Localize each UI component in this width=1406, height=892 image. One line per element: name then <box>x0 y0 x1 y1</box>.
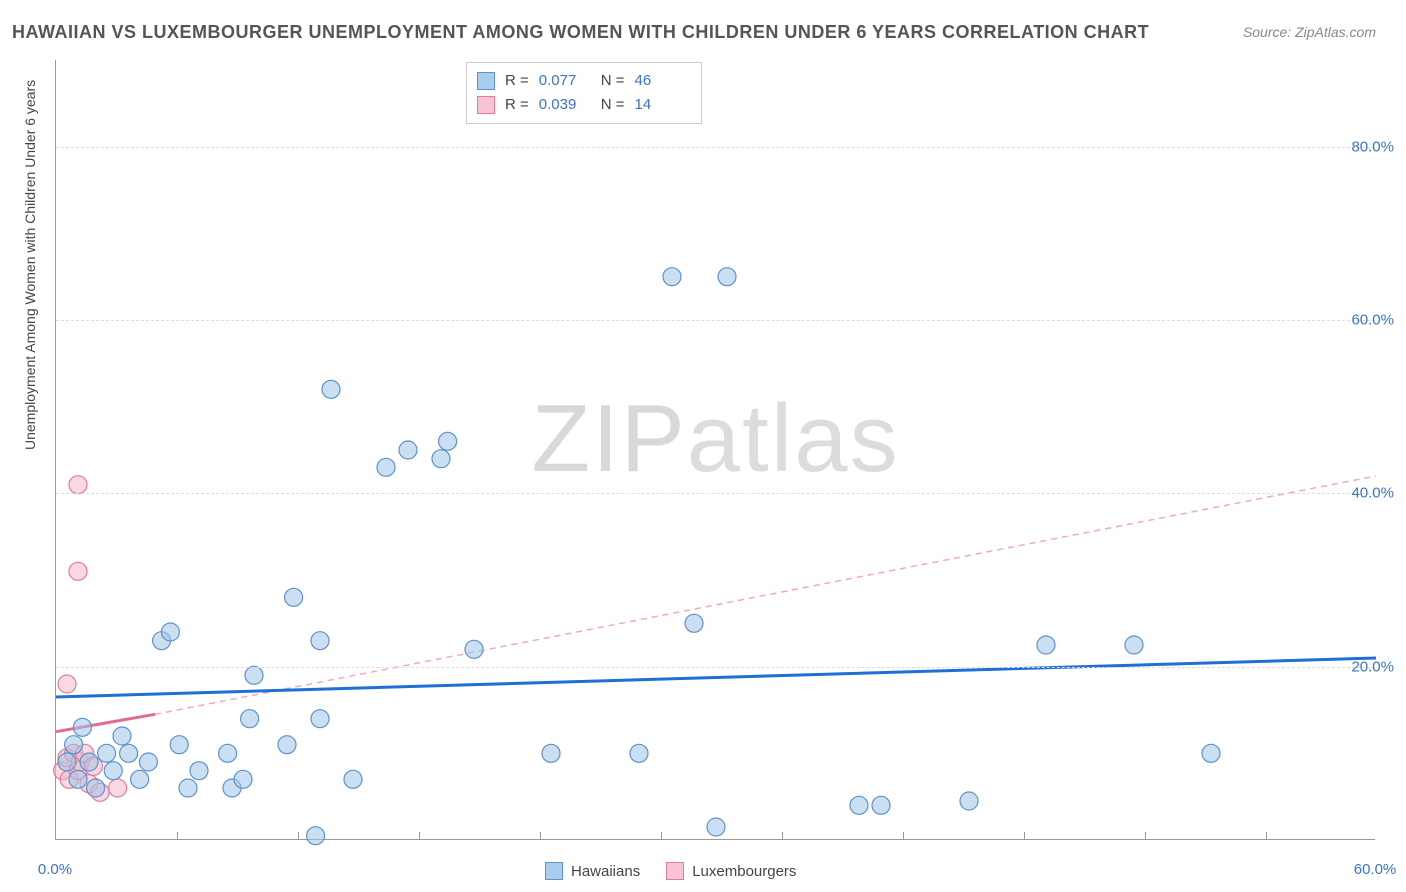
source-attribution: Source: ZipAtlas.com <box>1243 24 1376 40</box>
swatch-luxembourgers <box>666 862 684 880</box>
legend-item-luxembourgers: Luxembourgers <box>666 862 796 880</box>
series-legend: Hawaiians Luxembourgers <box>545 862 796 880</box>
r-value-hawaiians: 0.077 <box>539 69 591 93</box>
y-tick-label: 80.0% <box>1351 138 1394 155</box>
y-tick-label: 20.0% <box>1351 658 1394 675</box>
legend-label-luxembourgers: Luxembourgers <box>692 863 796 880</box>
legend-row-hawaiians: R = 0.077 N = 46 <box>477 69 687 93</box>
swatch-hawaiians <box>545 862 563 880</box>
legend-item-hawaiians: Hawaiians <box>545 862 640 880</box>
n-value-hawaiians: 46 <box>635 69 687 93</box>
source-value: ZipAtlas.com <box>1295 24 1376 40</box>
n-value-luxembourgers: 14 <box>635 93 687 117</box>
swatch-hawaiians <box>477 72 495 90</box>
chart-title: HAWAIIAN VS LUXEMBOURGER UNEMPLOYMENT AM… <box>12 22 1149 43</box>
r-value-luxembourgers: 0.039 <box>539 93 591 117</box>
x-tick-label: 60.0% <box>1354 861 1397 878</box>
n-label: N = <box>601 93 625 117</box>
legend-label-hawaiians: Hawaiians <box>571 863 640 880</box>
chart-container: HAWAIIAN VS LUXEMBOURGER UNEMPLOYMENT AM… <box>0 0 1406 892</box>
swatch-luxembourgers <box>477 96 495 114</box>
x-tick-label: 0.0% <box>38 861 72 878</box>
r-label: R = <box>505 93 529 117</box>
y-tick-label: 60.0% <box>1351 312 1394 329</box>
correlation-legend: R = 0.077 N = 46 R = 0.039 N = 14 <box>466 62 702 124</box>
y-tick-label: 40.0% <box>1351 485 1394 502</box>
y-axis-label: Unemployment Among Women with Children U… <box>22 80 38 450</box>
n-label: N = <box>601 69 625 93</box>
r-label: R = <box>505 69 529 93</box>
source-label: Source: <box>1243 24 1291 40</box>
scatter-plot-svg <box>56 60 1375 839</box>
legend-row-luxembourgers: R = 0.039 N = 14 <box>477 93 687 117</box>
plot-area: ZIPatlas <box>55 60 1375 840</box>
